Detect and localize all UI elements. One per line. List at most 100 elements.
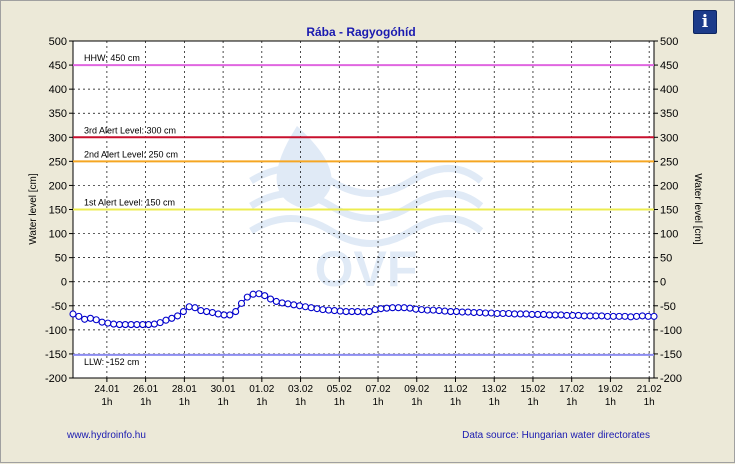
series-point bbox=[511, 310, 519, 318]
y-tick-label-left: 500 bbox=[49, 36, 67, 48]
series-point bbox=[377, 305, 385, 313]
series-point bbox=[348, 308, 356, 316]
series-point bbox=[226, 311, 234, 319]
y-tick-label-left: 350 bbox=[49, 108, 67, 120]
series-point bbox=[586, 312, 594, 320]
series-point bbox=[487, 309, 495, 317]
series-point bbox=[319, 306, 327, 314]
series-point bbox=[104, 319, 112, 327]
x-tick-date-label: 17.02 bbox=[559, 384, 584, 395]
x-tick-date-label: 15.02 bbox=[520, 384, 545, 395]
series-point bbox=[214, 310, 222, 318]
series-point bbox=[115, 321, 124, 329]
y-tick-label-left: 150 bbox=[49, 205, 67, 217]
series-point bbox=[621, 312, 629, 320]
x-tick-hour-label: 1h bbox=[489, 397, 500, 408]
series-point bbox=[418, 306, 426, 314]
series-point bbox=[476, 308, 484, 317]
series-point bbox=[452, 308, 461, 316]
series-point bbox=[156, 319, 164, 327]
y-tick-label-left: -150 bbox=[45, 349, 67, 361]
x-tick-date-label: 11.02 bbox=[443, 384, 468, 395]
footer-website-link[interactable]: www.hydroinfo.hu bbox=[66, 430, 146, 441]
series-point bbox=[412, 305, 420, 313]
x-axis: 24.01 1h 26.01 1h 28.01 1h 30.01 1h 01.02 1h 03.02… bbox=[94, 378, 662, 408]
series-point bbox=[481, 309, 490, 317]
x-tick-date-label: 28.01 bbox=[172, 384, 197, 395]
y-tick-label-right: 0 bbox=[660, 277, 666, 289]
y-axis-left: 500450400350300250200150100500-50-100-15… bbox=[45, 36, 73, 385]
y-tick-label-right: 150 bbox=[660, 205, 678, 217]
y-tick-label-right: -50 bbox=[660, 301, 676, 313]
series-point bbox=[249, 290, 257, 298]
series-point bbox=[336, 307, 344, 315]
series-point bbox=[301, 303, 309, 311]
y-axis-right: 500450400350300250200150100500-50-100-15… bbox=[654, 36, 682, 385]
series-point bbox=[325, 306, 333, 314]
y-tick-label-right: 400 bbox=[660, 84, 678, 96]
series-point bbox=[400, 304, 408, 312]
series-point bbox=[435, 307, 443, 315]
series-point bbox=[162, 316, 170, 324]
series-point bbox=[516, 310, 524, 318]
x-tick-date-label: 05.02 bbox=[327, 384, 352, 395]
y-tick-label-right: 250 bbox=[660, 156, 678, 168]
y-tick-label-right: 50 bbox=[660, 253, 672, 265]
x-tick-hour-label: 1h bbox=[179, 397, 190, 408]
series-point bbox=[86, 314, 94, 322]
series-point bbox=[290, 301, 298, 309]
series-point bbox=[144, 321, 153, 329]
y-tick-label-left: 400 bbox=[49, 84, 67, 96]
y-tick-label-left: -200 bbox=[45, 373, 67, 385]
y-tick-label-right: 100 bbox=[660, 229, 678, 241]
x-tick-date-label: 24.01 bbox=[94, 384, 119, 395]
series-point bbox=[296, 302, 304, 310]
series-point bbox=[574, 311, 583, 319]
y-tick-label-right: -150 bbox=[660, 349, 682, 361]
series-point bbox=[470, 308, 478, 317]
x-tick-date-label: 07.02 bbox=[366, 384, 391, 395]
series-point bbox=[423, 306, 431, 314]
series-point bbox=[261, 292, 269, 300]
series-point bbox=[168, 314, 176, 322]
y-tick-label-left: 200 bbox=[49, 180, 67, 192]
y-tick-label-left: 100 bbox=[49, 229, 67, 241]
x-tick-hour-label: 1h bbox=[372, 397, 383, 408]
series-point bbox=[371, 306, 379, 314]
info-button[interactable]: i bbox=[693, 10, 717, 34]
series-point bbox=[220, 311, 228, 319]
x-tick-hour-label: 1h bbox=[527, 397, 538, 408]
reference-line-label: 3rd Alert Level: 300 cm bbox=[84, 125, 176, 135]
series-point bbox=[208, 308, 216, 317]
reference-line-label: 1st Alert Level: 150 cm bbox=[84, 198, 175, 208]
series-point bbox=[359, 308, 368, 316]
x-tick-hour-label: 1h bbox=[295, 397, 306, 408]
series-point bbox=[354, 308, 362, 316]
series-point bbox=[563, 311, 571, 319]
series-point bbox=[139, 321, 147, 329]
series-point bbox=[406, 304, 414, 312]
x-tick-date-label: 30.01 bbox=[211, 384, 236, 395]
series-point bbox=[313, 305, 321, 313]
x-tick-date-label: 13.02 bbox=[482, 384, 507, 395]
series-point bbox=[615, 312, 623, 320]
series-point bbox=[266, 295, 275, 303]
series-point bbox=[81, 315, 89, 323]
series-point bbox=[580, 312, 588, 320]
series-point bbox=[569, 311, 577, 319]
y-tick-label-left: -50 bbox=[51, 301, 67, 313]
series-point bbox=[650, 312, 658, 320]
series-point bbox=[557, 311, 565, 319]
series-point bbox=[592, 312, 600, 320]
x-tick-hour-label: 1h bbox=[566, 397, 577, 408]
reference-line-label: LLW: -152 cm bbox=[84, 357, 139, 367]
y-tick-label-right: 300 bbox=[660, 132, 678, 144]
y-axis-label-left: Water level [cm] bbox=[28, 173, 39, 245]
series-point bbox=[121, 321, 129, 329]
series-point bbox=[174, 312, 182, 320]
x-tick-date-label: 19.02 bbox=[598, 384, 623, 395]
y-tick-label-right: -200 bbox=[660, 373, 682, 385]
series-point bbox=[284, 300, 292, 308]
series-point bbox=[534, 310, 542, 319]
